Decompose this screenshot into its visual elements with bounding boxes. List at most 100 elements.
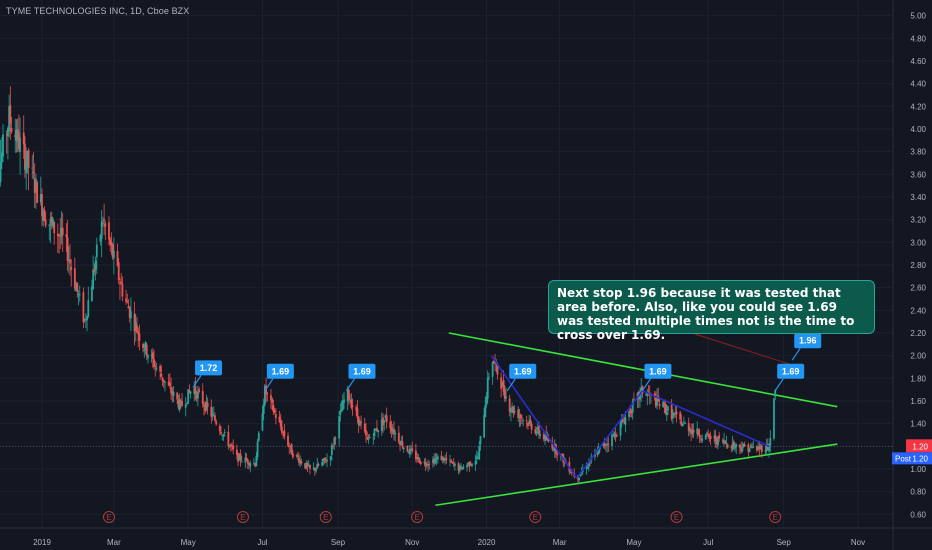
price-label-box[interactable] — [777, 363, 805, 379]
candle-body — [377, 429, 380, 432]
candle-body — [400, 440, 403, 445]
candle-body — [32, 171, 35, 174]
candle-body — [49, 218, 52, 226]
candle-body — [326, 459, 328, 462]
candle-body — [633, 399, 635, 401]
price-label-box[interactable] — [266, 363, 294, 379]
candle-body — [300, 460, 303, 464]
candle-body — [274, 413, 277, 418]
candle-body — [60, 227, 63, 237]
earnings-event-icon[interactable] — [529, 511, 542, 523]
candle-body — [690, 428, 693, 434]
candle-body — [535, 431, 538, 434]
candle-body — [67, 259, 70, 261]
x-axis[interactable]: 2019 Mar May Jul Sep Nov 2020 Mar May Jul Sep Nov — [33, 538, 865, 547]
candle-body — [187, 389, 190, 404]
candle-body — [25, 162, 28, 173]
candle-body — [492, 360, 495, 364]
candle-body — [384, 415, 387, 419]
candle-body — [137, 331, 140, 335]
candle-body — [307, 465, 310, 467]
candle-body — [611, 434, 613, 446]
candle-body — [453, 463, 456, 466]
x-tick-label: Nov — [405, 538, 419, 547]
earnings-event-icon[interactable] — [769, 511, 782, 523]
candle-body — [316, 463, 319, 469]
y-tick-label: 3.40 — [910, 193, 926, 202]
candle-body — [613, 433, 616, 436]
candle-body — [468, 461, 471, 467]
candle-body — [116, 251, 119, 266]
price-label-box[interactable] — [644, 363, 672, 379]
candle-body — [221, 435, 224, 437]
price-labels[interactable]: 1.72 1.69 1.69 1.69 1.69 1.69 1.96 — [192, 333, 822, 392]
event-marker-text: E — [240, 513, 245, 522]
candle-body — [743, 444, 746, 447]
candle-body — [640, 387, 643, 394]
candle-body — [425, 464, 428, 466]
candle-body — [663, 403, 666, 405]
price-label-box[interactable] — [509, 363, 537, 379]
candle-body — [451, 461, 454, 463]
candle-body — [725, 442, 728, 445]
candle-body — [282, 431, 285, 433]
candle-body — [768, 445, 770, 452]
candle-body — [27, 149, 30, 169]
candle-body — [674, 413, 677, 415]
candle-body — [675, 411, 678, 415]
candle-body — [323, 457, 326, 461]
callout-pointer — [694, 333, 790, 365]
candle-body — [52, 218, 54, 227]
earnings-event-icon[interactable] — [236, 511, 249, 523]
earnings-event-icon[interactable] — [102, 511, 115, 523]
candle-body — [373, 428, 376, 437]
candle-body — [340, 409, 343, 412]
price-label-box[interactable] — [794, 333, 822, 349]
candle-body — [86, 316, 88, 321]
price-label-text: 1.69 — [649, 366, 667, 376]
candle-body — [732, 441, 735, 447]
candle-body — [348, 390, 350, 400]
candle-body — [65, 234, 68, 237]
candle-body — [631, 401, 634, 413]
candle-body — [757, 446, 760, 449]
candle-body — [552, 449, 555, 451]
candle-body — [138, 333, 141, 341]
candle-body — [329, 456, 332, 460]
candle-body — [709, 436, 712, 439]
price-label-box[interactable] — [195, 360, 223, 376]
candle-body — [36, 182, 39, 203]
candle-body — [418, 458, 421, 464]
candle-body — [99, 235, 102, 242]
candle-body — [315, 468, 317, 472]
candle-body — [17, 132, 20, 150]
candle-body — [238, 454, 241, 461]
earnings-event-icon[interactable] — [411, 511, 424, 523]
earnings-event-icon[interactable] — [670, 511, 683, 523]
annotation-callout[interactable]: Next stop 1.96 because it was tested tha… — [548, 280, 875, 342]
label-pointer — [791, 347, 801, 361]
y-tick-label: 4.00 — [910, 125, 926, 134]
candle-body — [528, 421, 531, 425]
earnings-event-icon[interactable] — [319, 511, 332, 523]
candle-body — [619, 422, 622, 436]
candle-body — [339, 410, 342, 415]
candle-body — [520, 417, 523, 419]
y-tick-label: 2.40 — [910, 306, 926, 315]
price-label-box[interactable] — [348, 363, 376, 379]
event-marker-text: E — [674, 513, 679, 522]
y-tick-label: 2.60 — [910, 284, 926, 293]
candle-body — [193, 388, 196, 395]
candle-body — [673, 414, 675, 416]
candle-body — [84, 319, 87, 321]
candle-body — [231, 444, 233, 447]
candle-body — [66, 237, 69, 262]
candle-body — [227, 431, 230, 446]
candle-body — [287, 435, 289, 446]
candle-body — [218, 425, 221, 432]
y-tick-label: 3.60 — [910, 170, 926, 179]
candle-body — [253, 462, 255, 464]
post-price-value: 1.20 — [912, 454, 928, 463]
